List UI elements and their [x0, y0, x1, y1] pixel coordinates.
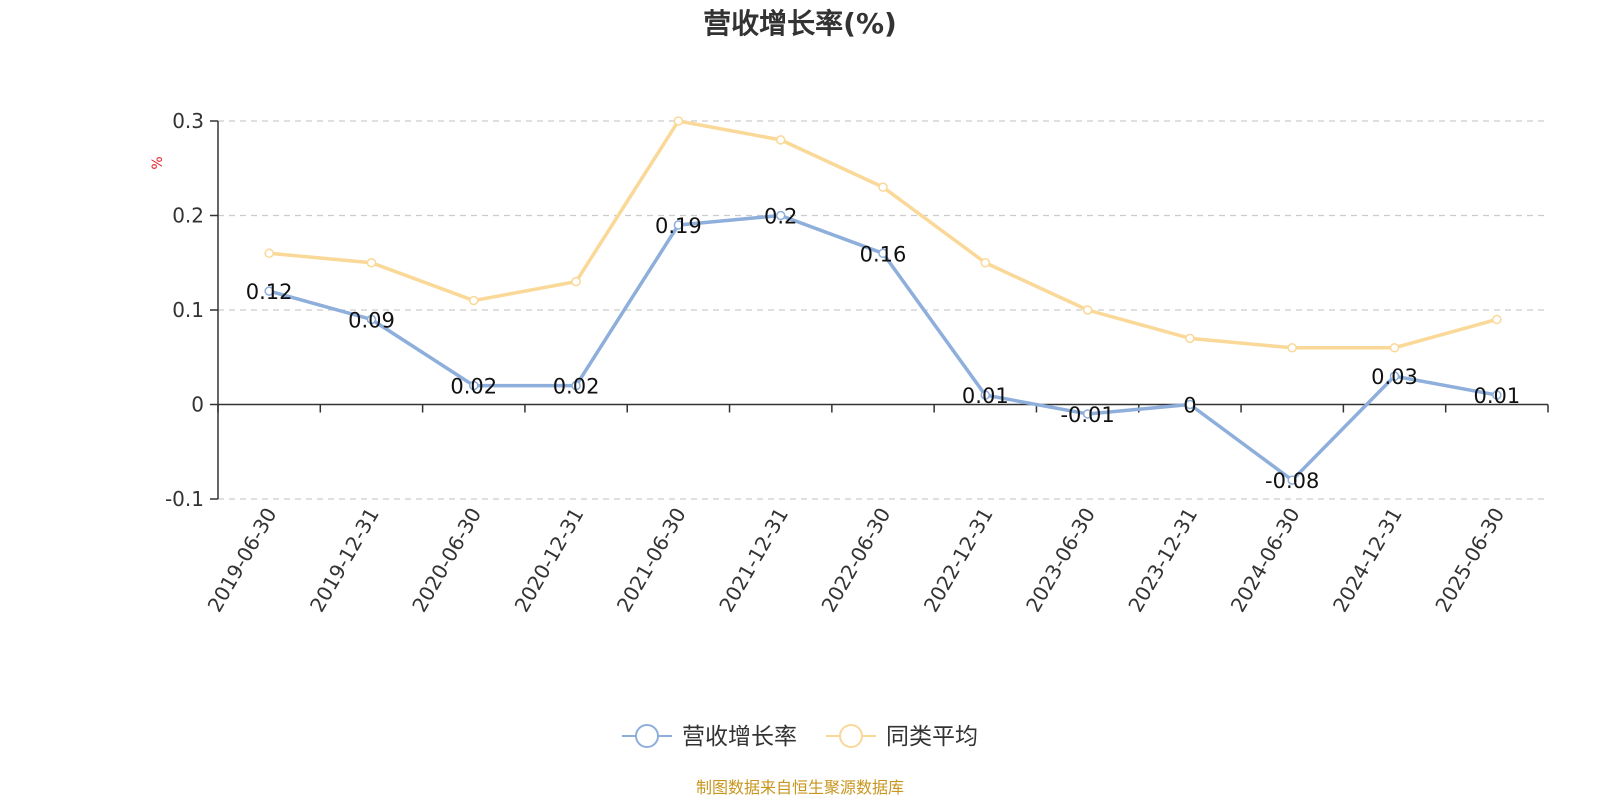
data-point [775, 210, 786, 221]
data-point [264, 286, 274, 296]
data-label: 0 [1183, 394, 1196, 418]
x-tick-label: 2022-06-30 [816, 504, 895, 617]
data-label: 0.02 [450, 375, 497, 399]
data-point [469, 380, 479, 391]
data-point [1185, 399, 1195, 410]
x-tick-label: 2019-12-31 [305, 504, 384, 617]
data-label: 0.01 [962, 384, 1009, 408]
data-point [1287, 475, 1297, 485]
x-tick-label: 2020-12-31 [510, 504, 589, 617]
data-point [1492, 390, 1502, 400]
data-label: 0.02 [553, 375, 600, 399]
data-point [878, 182, 888, 192]
data-point [980, 390, 991, 400]
data-point [469, 295, 479, 306]
x-tick-label: 2024-06-30 [1226, 504, 1305, 617]
x-tick-label: 2023-12-31 [1123, 504, 1202, 617]
data-label: 0.19 [655, 214, 702, 238]
legend-label: 营收增长率 [682, 724, 797, 750]
data-point [775, 135, 786, 145]
data-point [1185, 333, 1195, 344]
grid-lines [218, 120, 1548, 500]
data-point [1082, 305, 1093, 315]
legend-marker [635, 724, 659, 748]
data-label: 0.16 [860, 242, 907, 266]
data-point [673, 116, 684, 126]
x-tick-label: 2025-06-30 [1430, 504, 1509, 617]
y-tick-label: 0.2 [172, 204, 204, 228]
series-line [268, 119, 1498, 350]
x-tick-label: 2019-06-30 [203, 504, 282, 617]
y-tick-label: -0.1 [165, 487, 204, 511]
data-point [366, 258, 377, 268]
data-point [366, 314, 377, 325]
x-tick-label: 2023-06-30 [1021, 504, 1100, 617]
axes: -0.1 0 0.1 0.2 0.3 2019-06-30 2019-12-31 2020-0… [165, 109, 1549, 617]
legend: 营收增长率 同类平均 [622, 724, 978, 750]
series-lines [264, 116, 1502, 485]
data-label: 0.01 [1473, 384, 1520, 408]
data-labels: 0.12 0.09 0.02 0.02 0.19 0.2 0.16 0.01 -0.01 0 -0.… [246, 205, 1520, 494]
x-tick-label: 2021-12-31 [714, 504, 793, 617]
data-label: 0.2 [764, 205, 797, 229]
x-tick-label: 2022-12-31 [919, 504, 998, 617]
data-label: 0.12 [246, 280, 293, 304]
data-point [878, 248, 888, 259]
data-point [264, 248, 274, 259]
chart-title: 营收增长率(%) [703, 7, 897, 40]
data-point [1389, 371, 1400, 381]
legend-label: 同类平均 [886, 724, 978, 750]
y-tick-label: 0.3 [172, 109, 204, 133]
data-point [673, 220, 684, 230]
x-tick-label: 2021-06-30 [612, 504, 691, 617]
data-point [1287, 343, 1297, 353]
legend-marker [839, 724, 863, 748]
y-tick-label: 0 [191, 393, 204, 417]
source-note: 制图数据来自恒生聚源数据库 [696, 778, 904, 797]
data-label: 0.03 [1371, 365, 1418, 389]
y-axis-unit-label: % [150, 156, 166, 169]
y-tick-label: 0.1 [172, 298, 204, 322]
data-point [1492, 314, 1502, 325]
x-tick-label: 2024-12-31 [1328, 504, 1407, 617]
data-point [1082, 409, 1093, 419]
data-point [571, 276, 581, 287]
data-point [1389, 343, 1400, 353]
data-label: 0.09 [348, 308, 395, 332]
data-label: -0.08 [1265, 469, 1319, 493]
x-tick-label: 2020-06-30 [407, 504, 486, 617]
data-label: -0.01 [1060, 403, 1114, 427]
data-point [571, 380, 581, 391]
data-point [980, 258, 991, 268]
